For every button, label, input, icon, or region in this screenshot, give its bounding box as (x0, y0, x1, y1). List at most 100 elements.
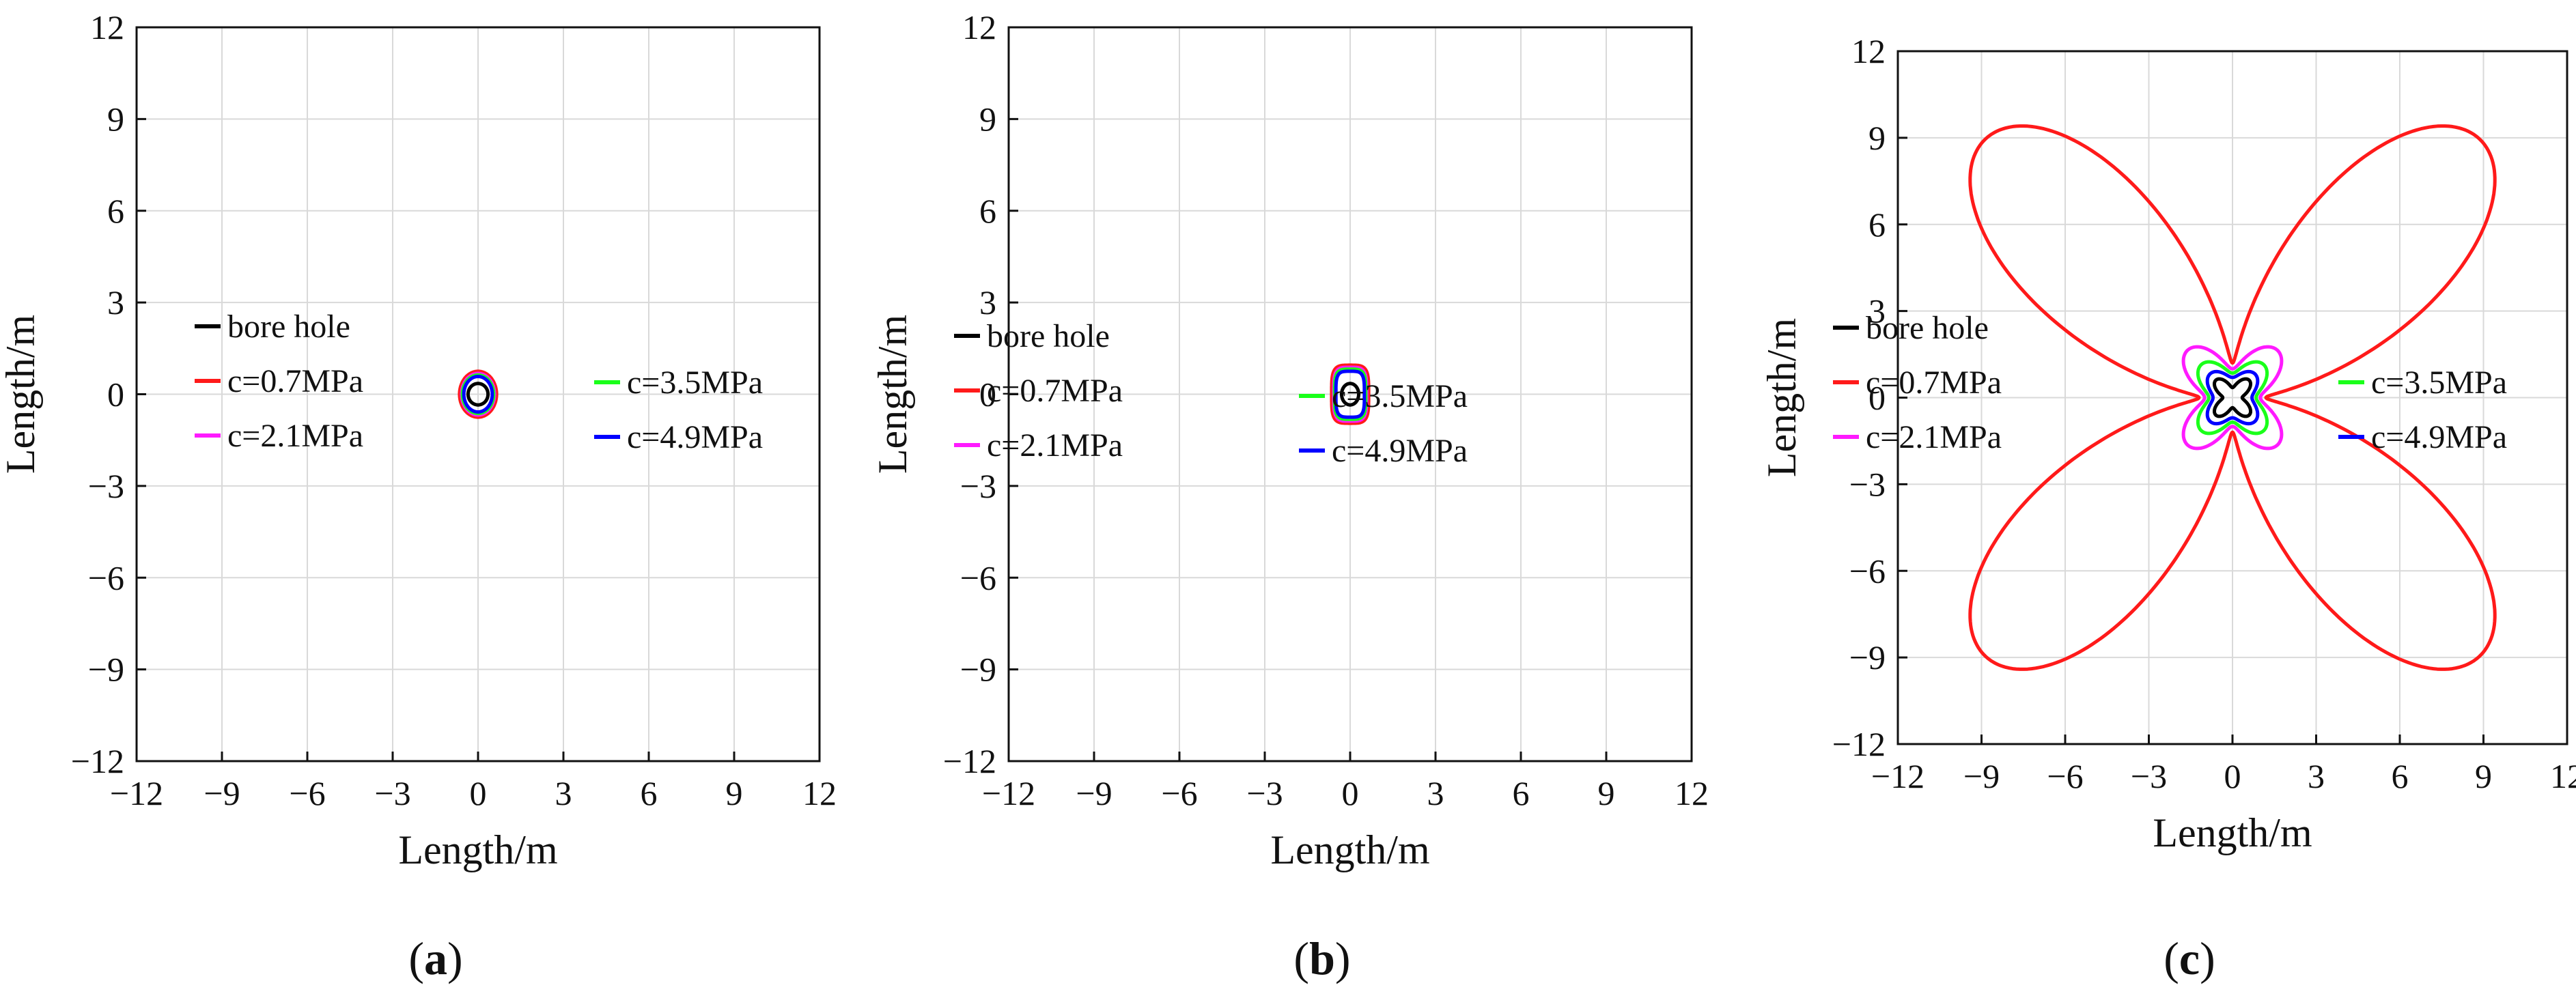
pa-tick-label-x: 0 (470, 774, 487, 812)
pc-tick-label-y: −3 (1849, 465, 1886, 503)
caption-b-open: ( (1293, 932, 1310, 984)
pa-tick-label-x: 9 (726, 774, 743, 812)
pb-tick-label-x: 0 (1342, 774, 1359, 812)
pb-tick-label-y: −12 (943, 742, 996, 780)
pa-series-0 (466, 382, 490, 407)
pb-tick-label-x: 12 (1675, 774, 1709, 812)
pa-tick-label-x: −3 (374, 774, 410, 812)
pc-tick-label-y: 0 (1868, 379, 1886, 417)
pa-y-axis-title: Length/m (0, 315, 43, 474)
pc-x-axis-title: Length/m (2153, 810, 2312, 855)
pb-tick-label-y: 12 (962, 8, 996, 46)
pc-series-0 (2213, 377, 2252, 418)
pc-legend-label: c=2.1MPa (1866, 419, 2002, 455)
pb-legend-label: c=3.5MPa (1332, 378, 1468, 414)
chart-panel-b: −12−12 −9 −9 −6 −6 −3 −3 0 0 3 3 6 6 9 9 12 12 Length/m Le… (870, 8, 1709, 872)
pc-tick-label-x: 3 (2308, 757, 2325, 795)
pb-legend-label: c=0.7MPa (987, 373, 1123, 409)
pc-y-axis-title: Length/m (1759, 318, 1804, 477)
pa-tick-label-x: −9 (204, 774, 240, 812)
caption-b: (b) (1293, 932, 1350, 986)
pb-tick-label-y: −6 (960, 558, 996, 597)
pc-tick-label-x: 9 (2475, 757, 2492, 795)
pa-legend-label: c=2.1MPa (227, 418, 363, 454)
pc-tick-label-y: −12 (1832, 725, 1886, 763)
pc-tick-label-x: 12 (2550, 757, 2576, 795)
pc-series-3 (2196, 360, 2269, 436)
caption-a-letter: a (424, 932, 447, 984)
pc-tick-label-x: 6 (2392, 757, 2409, 795)
pb-tick-label-x: 9 (1598, 774, 1615, 812)
pb-x-axis-title: Length/m (1270, 827, 1429, 872)
pb-legend-label: c=2.1MPa (987, 427, 1123, 464)
pc-legend-label: c=3.5MPa (2371, 365, 2507, 401)
pa-tick-label-x: 3 (555, 774, 572, 812)
pa-legend-label: c=0.7MPa (227, 363, 363, 399)
pb-tick-label-x: 6 (1513, 774, 1530, 812)
pa-tick-label-y: −6 (88, 558, 124, 597)
pc-tick-label-y: 9 (1868, 119, 1886, 157)
chart-panel-c: −12−12 −9 −9 −6 −6 −3 −3 0 0 3 3 6 6 9 9 12 12 Length/m Le… (1759, 32, 2576, 855)
pc-tick-label-y: 3 (1868, 292, 1886, 330)
pc-series-1 (1968, 124, 2497, 671)
pb-series-0 (1340, 382, 1360, 407)
pa-series-4 (462, 375, 494, 414)
pc-series-4 (2205, 369, 2260, 426)
pb-series-1 (1330, 363, 1371, 425)
pa-tick-label-y: 0 (107, 375, 124, 414)
pa-tick-label-y: −3 (88, 467, 124, 505)
pc-legend-label: c=0.7MPa (1866, 365, 2002, 401)
pc-tick-label-y: −9 (1849, 638, 1886, 676)
pc-tick-label-x: −9 (1963, 757, 2000, 795)
pa-legend-label: c=3.5MPa (627, 365, 763, 401)
pc-tick-label-y: 6 (1868, 205, 1886, 244)
pa-tick-label-x: −6 (289, 774, 325, 812)
pa-tick-label-y: 9 (107, 100, 124, 138)
pa-tick-label-y: −9 (88, 651, 124, 689)
caption-a: (a) (408, 932, 462, 986)
caption-c: (c) (2164, 932, 2215, 986)
pb-tick-label-x: 3 (1427, 774, 1444, 812)
pb-tick-label-y: −3 (960, 467, 996, 505)
pb-series-4 (1334, 369, 1367, 419)
pb-legend-label: bore hole (987, 318, 1110, 354)
chart-panel-a: −12−12 −9 −9 −6 −6 −3 −3 0 0 3 3 6 6 9 9 12 12 Length/m Le… (0, 8, 837, 872)
pa-tick-label-y: 3 (107, 283, 124, 322)
pa-legend-label: c=4.9MPa (627, 419, 763, 455)
pb-tick-label-y: 0 (979, 375, 996, 414)
caption-c-close: ) (2200, 932, 2215, 984)
pc-tick-label-y: −6 (1849, 552, 1886, 590)
caption-a-close: ) (447, 932, 463, 984)
pb-tick-label-y: −9 (960, 651, 996, 689)
pa-tick-label-y: −12 (71, 742, 124, 780)
caption-b-close: ) (1334, 932, 1351, 984)
pa-series-1 (458, 369, 499, 419)
pa-tick-label-x: 6 (641, 774, 658, 812)
pa-tick-label-x: −12 (110, 774, 163, 812)
pb-tick-label-y: 6 (979, 192, 996, 230)
pc-tick-label-x: −6 (2047, 757, 2083, 795)
pb-tick-label-y: 9 (979, 100, 996, 138)
pa-x-axis-title: Length/m (398, 827, 557, 872)
pa-tick-label-x: 12 (802, 774, 837, 812)
pb-tick-label-x: −6 (1161, 774, 1197, 812)
pb-y-axis-title: Length/m (870, 315, 915, 474)
caption-b-letter: b (1309, 932, 1335, 984)
pb-tick-label-x: −12 (982, 774, 1035, 812)
pc-tick-label-x: −3 (2131, 757, 2167, 795)
caption-a-open: ( (408, 932, 424, 984)
pc-legend-label: c=4.9MPa (2371, 419, 2507, 455)
pc-tick-label-x: 0 (2224, 757, 2241, 795)
pb-tick-label-x: −3 (1246, 774, 1283, 812)
pc-tick-label-x: −12 (1871, 757, 1924, 795)
pa-legend-label: bore hole (227, 309, 350, 345)
pc-series-2 (2181, 345, 2284, 451)
pa-tick-label-y: 6 (107, 192, 124, 230)
pc-tick-label-y: 12 (1851, 32, 1886, 70)
pb-tick-label-y: 3 (979, 283, 996, 322)
pa-tick-label-y: 12 (90, 8, 124, 46)
pb-legend-label: c=4.9MPa (1332, 433, 1468, 469)
caption-c-open: ( (2164, 932, 2179, 984)
pb-tick-label-x: −9 (1076, 774, 1112, 812)
